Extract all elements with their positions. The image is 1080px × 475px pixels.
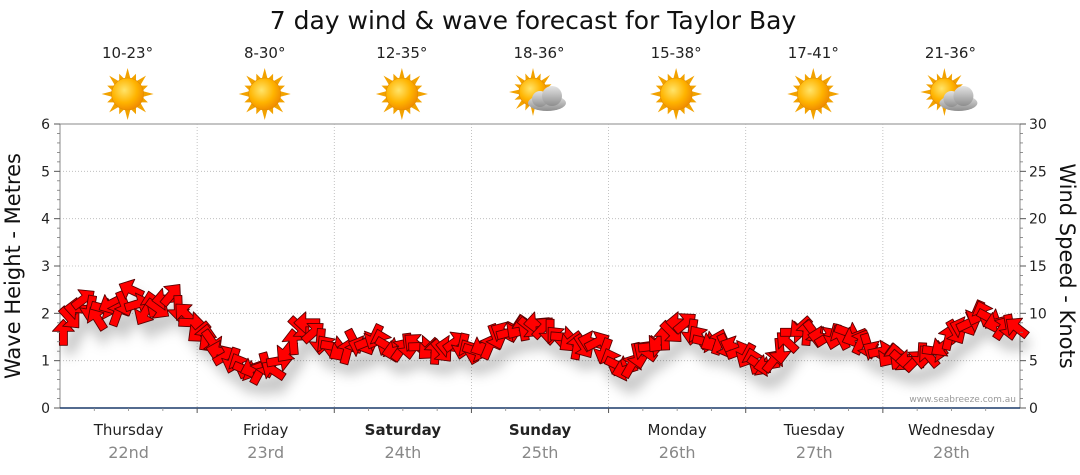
left-tick-label: 4: [41, 212, 50, 228]
day-date-label: 27th: [796, 443, 833, 462]
weather-row: 10-23° 8-30° 12-35° 18-36° 15-38° 17-41° 21-36…: [101, 44, 978, 120]
chart-title: 7 day wind & wave forecast for Taylor Ba…: [270, 6, 797, 35]
weather-icon-sunny: [787, 68, 840, 120]
weather-icon-sunny: [101, 68, 154, 120]
day-temp-label: 8-30°: [244, 44, 286, 62]
day-date-label: 25th: [522, 443, 559, 462]
weather-icon-sunny: [375, 68, 428, 120]
wind-arrow: [293, 311, 321, 335]
right-tick-label: 10: [1029, 306, 1047, 322]
day-temp-label: 15-38°: [651, 44, 702, 62]
weather-icon-partly-cloudy: [920, 68, 978, 116]
sun-icon: [787, 68, 840, 120]
day-date-label: 23rd: [247, 443, 284, 462]
wind-arrow: [1005, 317, 1030, 340]
day-name-label: Monday: [648, 421, 707, 439]
day-date-label: 28th: [933, 443, 970, 462]
left-tick-label: 5: [41, 164, 50, 180]
right-tick-label: 15: [1029, 259, 1047, 275]
cloud-icon: [528, 86, 566, 111]
left-tick-label: 1: [41, 354, 50, 370]
day-date-label: 26th: [659, 443, 696, 462]
right-axis-title: Wind Speed - Knots: [1055, 163, 1079, 368]
left-axis-ticks: 0 1 2 3 4 5 6: [41, 117, 60, 417]
right-tick-label: 20: [1029, 212, 1047, 228]
cloud-icon: [939, 86, 978, 111]
left-tick-label: 3: [41, 259, 50, 275]
left-tick-label: 6: [41, 117, 50, 133]
left-tick-label: 0: [41, 401, 50, 417]
right-tick-label: 0: [1029, 401, 1038, 417]
sun-icon: [238, 68, 291, 120]
day-temp-label: 17-41°: [788, 44, 839, 62]
sun-icon: [375, 68, 428, 120]
day-labels: Thursday 22nd Friday 23rd Saturday 24th Sunday…: [93, 408, 995, 462]
right-axis-ticks: 0 5 10 15 20 25 30: [1020, 117, 1047, 417]
day-date-label: 22nd: [108, 443, 149, 462]
day-temp-label: 10-23°: [102, 44, 153, 62]
day-name-label: Sunday: [509, 421, 572, 439]
day-name-label: Tuesday: [783, 421, 845, 439]
weather-icon-partly-cloudy: [509, 68, 566, 116]
sun-icon: [650, 68, 703, 120]
wind-arrows: [51, 278, 1030, 386]
credit-text: www.seabreeze.com.au: [909, 395, 1016, 405]
day-temp-label: 21-36°: [925, 44, 976, 62]
left-axis-title: Wave Height - Metres: [1, 153, 25, 379]
day-temp-label: 12-35°: [376, 44, 427, 62]
day-date-label: 24th: [384, 443, 421, 462]
day-temp-label: 18-36°: [513, 44, 564, 62]
day-name-label: Thursday: [93, 421, 164, 439]
weather-icon-sunny: [650, 68, 703, 120]
left-tick-label: 2: [41, 306, 50, 322]
day-name-label: Friday: [243, 421, 289, 439]
day-name-label: Saturday: [365, 421, 442, 439]
day-name-label: Wednesday: [908, 421, 995, 439]
weather-icon-sunny: [238, 68, 291, 120]
right-tick-label: 30: [1029, 117, 1047, 133]
right-tick-label: 25: [1029, 164, 1047, 180]
right-tick-label: 5: [1029, 354, 1038, 370]
sun-icon: [101, 68, 154, 120]
